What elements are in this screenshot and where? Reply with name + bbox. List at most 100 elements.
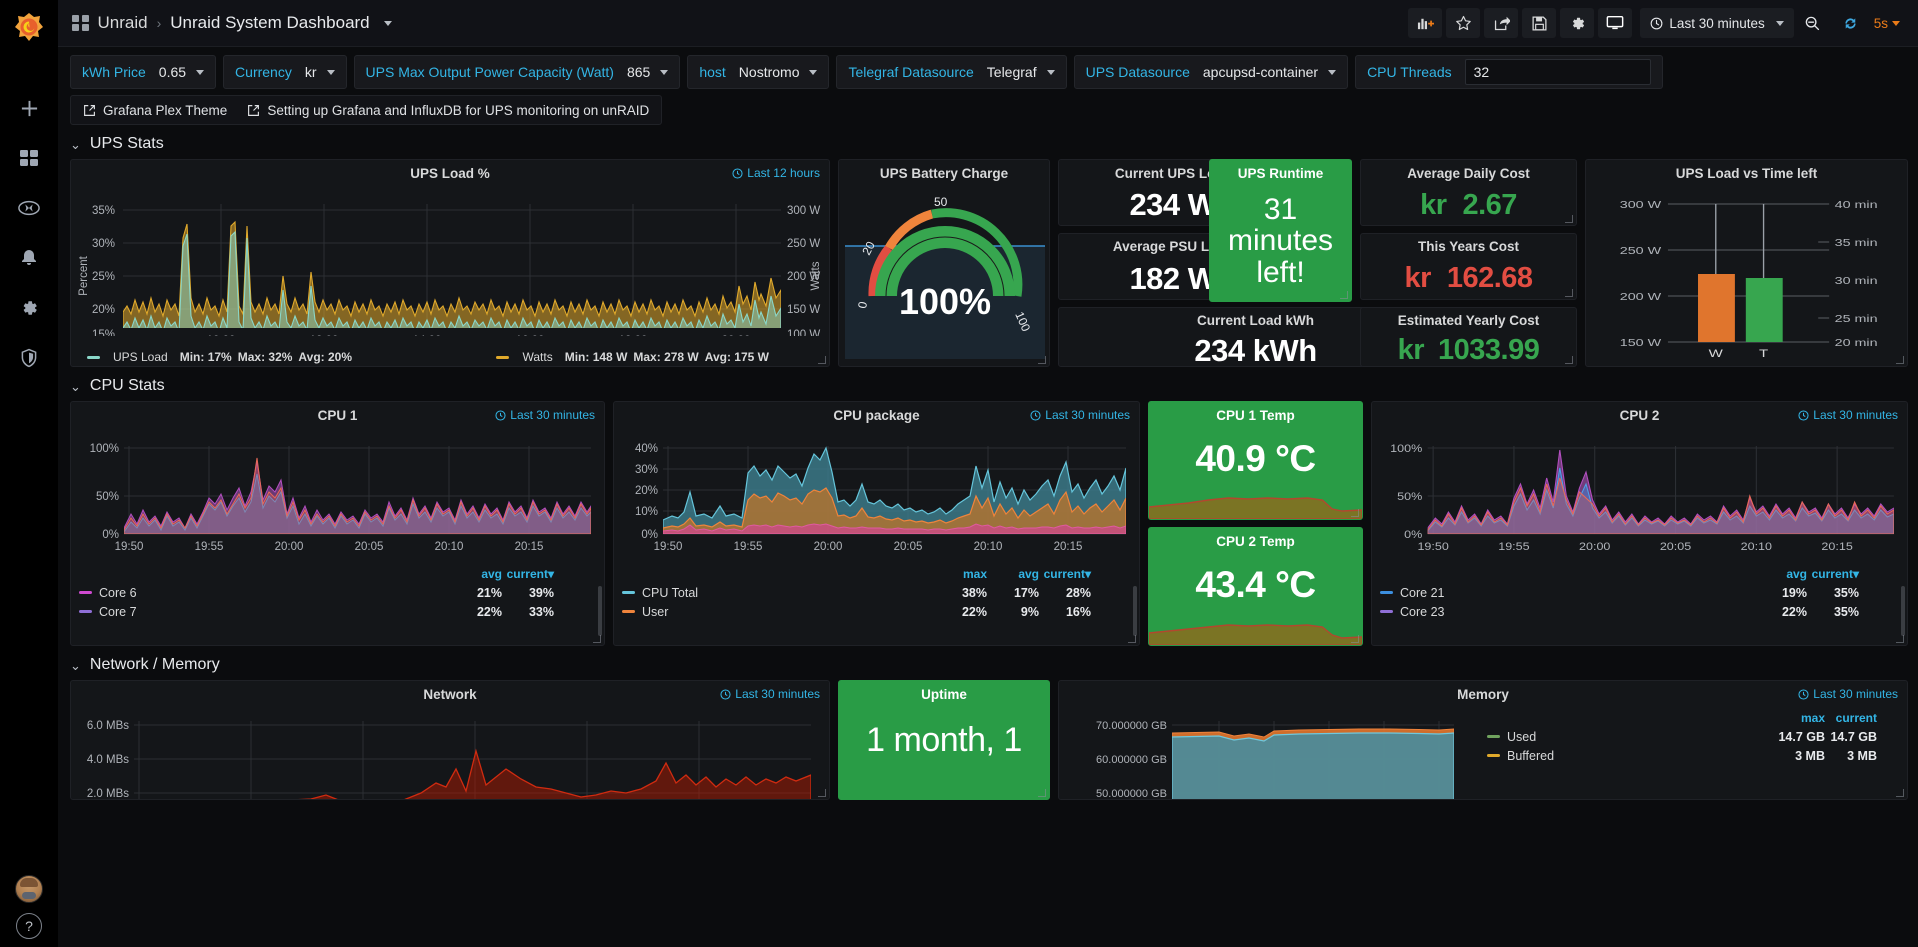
- legend-col-current[interactable]: current: [1835, 711, 1877, 725]
- legend-col-max[interactable]: max: [1800, 711, 1825, 725]
- legend-series-name[interactable]: UPS Load: [113, 350, 168, 364]
- legend-row[interactable]: Used 14.7 GB 14.7 GB: [1487, 727, 1899, 746]
- dashboard-link-ups-monitoring-guide[interactable]: Setting up Grafana and InfluxDB for UPS …: [247, 103, 649, 118]
- variable-value[interactable]: 865: [627, 64, 669, 80]
- refresh-interval-picker[interactable]: 5s: [1872, 16, 1908, 31]
- panel-resize-handle[interactable]: [1896, 635, 1905, 644]
- legend-col-max[interactable]: max: [962, 567, 987, 581]
- panel-resize-handle[interactable]: [593, 635, 602, 644]
- panel-resize-handle[interactable]: [1565, 214, 1574, 224]
- variable-kwh-price[interactable]: kWh Price 0.65: [70, 55, 217, 89]
- legend-row[interactable]: Core 6 21% 39%: [79, 583, 596, 602]
- sidebar-item-create[interactable]: [6, 84, 52, 132]
- panel-resize-handle[interactable]: [818, 789, 827, 798]
- panel-time-info[interactable]: Last 30 minutes: [720, 687, 820, 701]
- panel-ups-load-percent[interactable]: UPS Load % Last 12 hours 35% 30% 25% 20%: [70, 159, 830, 367]
- add-panel-button[interactable]: [1408, 8, 1443, 38]
- legend-col-avg[interactable]: avg: [1786, 567, 1807, 581]
- variable-value[interactable]: apcupsd-container: [1203, 64, 1337, 80]
- variable-host[interactable]: host Nostromo: [687, 55, 830, 89]
- page-title[interactable]: Unraid System Dashboard: [170, 13, 370, 32]
- legend-col-avg[interactable]: avg: [481, 567, 502, 581]
- share-dashboard-button[interactable]: [1484, 8, 1519, 38]
- legend-row[interactable]: Core 23 22% 35%: [1380, 602, 1899, 621]
- panel-resize-handle[interactable]: [1038, 789, 1047, 798]
- chevron-down-icon[interactable]: [383, 20, 392, 26]
- row-header-cpu-stats[interactable]: ⌄ CPU Stats: [58, 367, 1918, 401]
- sidebar-item-configuration-gear-icon[interactable]: [6, 284, 52, 332]
- panel-time-info[interactable]: Last 30 minutes: [1030, 408, 1130, 422]
- legend-row[interactable]: Core 7 22% 33%: [79, 602, 596, 621]
- help-icon[interactable]: ?: [16, 913, 42, 939]
- variable-value[interactable]: Telegraf: [987, 64, 1055, 80]
- panel-resize-handle[interactable]: [1128, 635, 1137, 644]
- legend-row[interactable]: CPU Total 38% 17% 28%: [622, 583, 1131, 602]
- legend-col-current[interactable]: current▾: [1043, 567, 1091, 581]
- variable-telegraf-datasource[interactable]: Telegraf Datasource Telegraf: [836, 55, 1067, 89]
- legend-col-avg[interactable]: avg: [1018, 567, 1039, 581]
- legend-col-current[interactable]: current▾: [506, 567, 554, 581]
- mark-favorite-button[interactable]: [1446, 8, 1481, 38]
- dashboard-settings-button[interactable]: [1560, 8, 1595, 38]
- panel-time-info[interactable]: Last 30 minutes: [1798, 408, 1898, 422]
- variable-value[interactable]: 0.65: [159, 64, 205, 80]
- variable-value[interactable]: Nostromo: [739, 64, 818, 80]
- panel-resize-handle[interactable]: [1565, 356, 1574, 365]
- panel-resize-handle[interactable]: [1038, 356, 1047, 365]
- panel-resize-handle[interactable]: [1565, 288, 1574, 298]
- variable-ups-max-output-power[interactable]: UPS Max Output Power Capacity (Watt) 865: [353, 55, 681, 89]
- dashboard-link-grafana-plex-theme[interactable]: Grafana Plex Theme: [83, 103, 227, 118]
- time-range-picker[interactable]: Last 30 minutes: [1640, 8, 1794, 38]
- legend-scrollbar[interactable]: [1133, 586, 1137, 636]
- breadcrumb-folder[interactable]: Unraid: [97, 13, 148, 32]
- refresh-dashboard-button[interactable]: [1834, 8, 1868, 38]
- user-avatar[interactable]: [15, 875, 43, 903]
- panel-resize-handle[interactable]: [1351, 635, 1360, 644]
- panel-cpu-1-temp[interactable]: CPU 1 Temp 40.9 °C: [1148, 401, 1363, 520]
- legend-scrollbar[interactable]: [1901, 586, 1905, 636]
- variable-value[interactable]: kr: [305, 64, 335, 80]
- panel-cpu-package[interactable]: CPU package Last 30 minutes 40% 30% 20% 10%…: [613, 401, 1140, 646]
- cpu-threads-input[interactable]: [1464, 59, 1651, 85]
- panel-memory[interactable]: Memory Last 30 minutes 70.000000 GB 60.00…: [1058, 680, 1908, 800]
- sidebar-item-explore-compass-icon[interactable]: [6, 184, 52, 232]
- panel-time-info[interactable]: Last 30 minutes: [495, 408, 595, 422]
- zoom-out-time-button[interactable]: [1796, 8, 1830, 38]
- panel-uptime[interactable]: Uptime 1 month, 1: [838, 680, 1050, 800]
- panel-resize-handle[interactable]: [1896, 356, 1905, 365]
- panel-cpu-1[interactable]: CPU 1 Last 30 minutes 100% 50% 0%: [70, 401, 605, 646]
- legend-row[interactable]: Buffered 3 MB 3 MB: [1487, 746, 1899, 765]
- legend-row[interactable]: User 22% 9% 16%: [622, 602, 1131, 621]
- panel-average-daily-cost[interactable]: Average Daily Cost kr 2.67: [1360, 159, 1577, 226]
- panel-resize-handle[interactable]: [1351, 509, 1360, 518]
- sidebar-item-alerting-bell-icon[interactable]: [6, 234, 52, 282]
- sidebar-item-dashboards[interactable]: [6, 134, 52, 182]
- panel-time-info[interactable]: Last 12 hours: [732, 166, 820, 180]
- sidebar-item-server-admin-shield-icon[interactable]: [6, 334, 52, 382]
- panel-ups-runtime[interactable]: UPS Runtime 31 minutes left!: [1209, 159, 1352, 302]
- row-header-network-memory[interactable]: ⌄ Network / Memory: [58, 646, 1918, 680]
- save-dashboard-button[interactable]: [1522, 8, 1557, 38]
- panel-ups-battery-charge[interactable]: UPS Battery Charge 50 20: [838, 159, 1050, 367]
- legend-row[interactable]: Core 21 19% 35%: [1380, 583, 1899, 602]
- panel-network[interactable]: Network Last 30 minutes 6.0 MBs 4.0 MBs 2.…: [70, 680, 830, 800]
- panel-resize-handle[interactable]: [818, 356, 827, 365]
- legend-scrollbar[interactable]: [598, 586, 602, 636]
- panel-time-info[interactable]: Last 30 minutes: [1798, 687, 1898, 701]
- legend-col-current[interactable]: current▾: [1811, 567, 1859, 581]
- variable-ups-datasource[interactable]: UPS Datasource apcupsd-container: [1073, 55, 1349, 89]
- row-header-ups-stats[interactable]: ⌄ UPS Stats: [58, 125, 1918, 159]
- tv-kiosk-button[interactable]: [1598, 8, 1633, 38]
- panel-this-years-cost[interactable]: This Years Cost kr 162.68: [1360, 232, 1577, 300]
- variable-currency[interactable]: Currency kr: [223, 55, 347, 89]
- folder-squares-icon[interactable]: [72, 14, 89, 32]
- panel-ups-load-vs-time-left[interactable]: UPS Load vs Time left 300 W 250 W 200 W …: [1585, 159, 1908, 367]
- panel-cpu-2-temp[interactable]: CPU 2 Temp 43.4 °C: [1148, 527, 1363, 646]
- panel-cpu-2[interactable]: CPU 2 Last 30 minutes 100% 50% 0%: [1371, 401, 1908, 646]
- panel-estimated-yearly-cost[interactable]: Estimated Yearly Cost kr 1033.99: [1360, 306, 1577, 368]
- panel-resize-handle[interactable]: [1896, 789, 1905, 798]
- legend-series-name[interactable]: Watts: [522, 350, 553, 364]
- variable-cpu-threads[interactable]: CPU Threads: [1355, 55, 1663, 89]
- panel-resize-handle[interactable]: [1340, 291, 1349, 300]
- grafana-logo-icon[interactable]: [7, 6, 51, 50]
